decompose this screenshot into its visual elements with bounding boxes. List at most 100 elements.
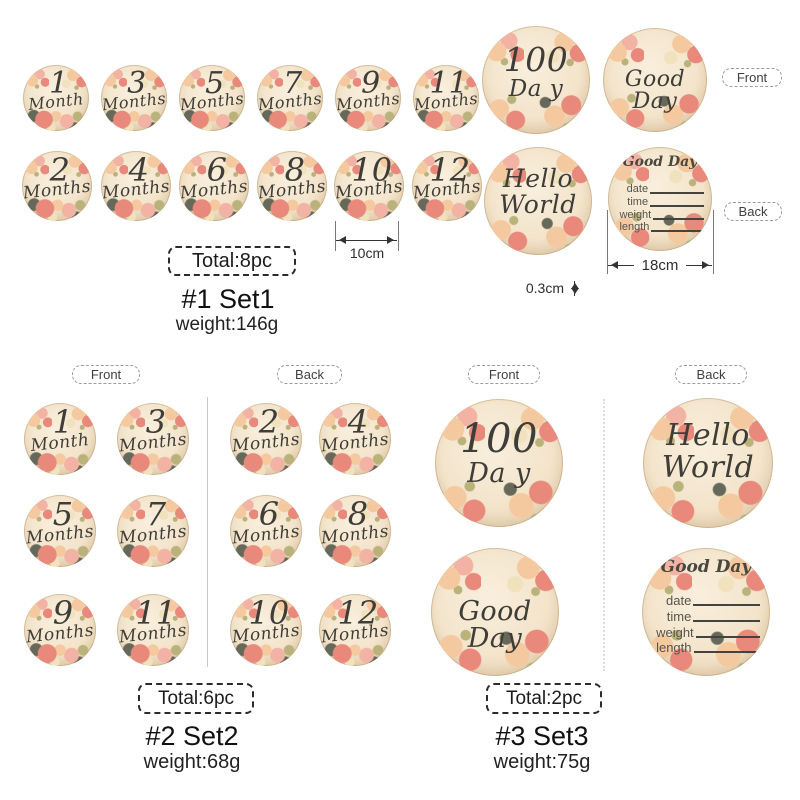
record-field-label: weight bbox=[619, 208, 652, 221]
flower-cluster-icon bbox=[664, 31, 706, 69]
month-disc-6: 6 Months bbox=[179, 151, 249, 221]
measure-thickness-label: 0.3cm bbox=[525, 280, 564, 296]
hundred-day-disc: 100 Da y bbox=[482, 26, 590, 134]
good-day-disc: Good Day bbox=[431, 548, 559, 676]
record-field-line bbox=[653, 217, 704, 220]
measure-tick bbox=[398, 221, 399, 251]
record-title: Good Day bbox=[660, 557, 752, 577]
record-back-disc: Good Day date time weight length bbox=[608, 147, 712, 251]
record-field-line bbox=[693, 651, 760, 654]
flower-cluster-icon bbox=[506, 551, 558, 598]
hello-world-line1: Hello bbox=[502, 164, 574, 193]
month-disc-5: 5 Months bbox=[179, 65, 245, 131]
record-field-label: weight bbox=[656, 624, 694, 640]
measure-18cm-label: 18cm bbox=[634, 257, 686, 274]
disc-number: 8 bbox=[347, 495, 369, 533]
back-label-set1: Back bbox=[724, 202, 782, 221]
record-field-line bbox=[695, 635, 760, 638]
record-field-label: time bbox=[666, 608, 692, 624]
disc-number: 2 bbox=[258, 403, 280, 441]
hello-world-line1: Hello bbox=[666, 418, 750, 453]
month-disc-3: 3 Months bbox=[101, 65, 167, 131]
record-field-line bbox=[693, 604, 760, 607]
measure-arrow-thickness bbox=[570, 281, 579, 296]
set3-title: #3 Set3 bbox=[495, 721, 589, 751]
hello-world-disc: Hello World bbox=[484, 147, 592, 255]
record-fields: date time weight length bbox=[656, 594, 760, 654]
record-field-label: time bbox=[627, 195, 649, 208]
hello-world-line2: World bbox=[499, 190, 577, 219]
record-field-row: time bbox=[619, 195, 704, 208]
disc-number: 6 bbox=[258, 495, 280, 533]
record-field-row: date bbox=[656, 594, 760, 607]
disc-number: 3 bbox=[127, 65, 147, 101]
disc-number: 8 bbox=[284, 151, 305, 189]
record-field-label: length bbox=[656, 640, 692, 656]
record-field-line bbox=[651, 230, 704, 233]
month-disc-11: 11 Months bbox=[413, 65, 479, 131]
front-back-divider-set2 bbox=[207, 397, 208, 667]
hundred-day-line2: Da y bbox=[467, 458, 531, 489]
disc-number: 11 bbox=[429, 65, 468, 101]
record-field-label: length bbox=[619, 221, 650, 234]
disc-number: 2 bbox=[49, 151, 70, 189]
set1-weight: weight:146g bbox=[175, 314, 279, 335]
month-disc-12: 12 Months bbox=[319, 594, 391, 666]
disc-number: 5 bbox=[205, 65, 225, 101]
month-disc-4: 4 Months bbox=[319, 403, 391, 475]
set1-total-badge: Total:8pc bbox=[168, 246, 296, 276]
front-back-divider-set3 bbox=[603, 399, 605, 671]
month-disc-3: 3 Months bbox=[117, 403, 189, 475]
disc-number: 10 bbox=[248, 594, 290, 632]
month-disc-7: 7 Months bbox=[257, 65, 323, 131]
record-field-row: weight bbox=[619, 208, 704, 221]
disc-number: 3 bbox=[145, 403, 167, 441]
back-label-set3: Back bbox=[675, 365, 747, 384]
record-field-line bbox=[650, 204, 704, 207]
month-disc-1: 1 Month bbox=[23, 65, 89, 131]
set2-title: #2 Set2 bbox=[145, 721, 239, 751]
set1-title: #1 Set1 bbox=[181, 284, 275, 314]
disc-number: 10 bbox=[351, 151, 393, 189]
month-disc-12: 12 Months bbox=[412, 151, 482, 221]
month-disc-8: 8 Months bbox=[319, 495, 391, 567]
hello-world-line2: World bbox=[661, 450, 755, 485]
record-field-row: date bbox=[619, 183, 704, 196]
disc-number: 7 bbox=[283, 65, 303, 101]
record-field-row: weight bbox=[656, 624, 760, 640]
disc-number: 7 bbox=[145, 495, 167, 533]
flower-cluster-icon bbox=[606, 32, 644, 67]
record-back-disc: Good Day date time weight length bbox=[642, 548, 770, 676]
set2-total-badge: Total:6pc bbox=[138, 683, 254, 714]
month-disc-2: 2 Months bbox=[230, 403, 302, 475]
month-disc-9: 9 Months bbox=[24, 594, 96, 666]
disc-number: 11 bbox=[135, 594, 177, 632]
measure-10cm-label: 10cm bbox=[349, 245, 385, 261]
month-disc-10: 10 Months bbox=[230, 594, 302, 666]
month-disc-4: 4 Months bbox=[101, 151, 171, 221]
hundred-day-line1: 100 bbox=[503, 40, 569, 79]
front-label-set2: Front bbox=[72, 365, 140, 384]
hello-world-disc: Hello World bbox=[643, 398, 773, 528]
record-field-row: length bbox=[619, 221, 704, 234]
disc-number: 6 bbox=[206, 151, 227, 189]
disc-number: 12 bbox=[429, 151, 471, 189]
set3-weight: weight:75g bbox=[493, 751, 591, 773]
record-field-row: time bbox=[656, 610, 760, 623]
month-disc-7: 7 Months bbox=[117, 495, 189, 567]
month-disc-2: 2 Months bbox=[22, 151, 92, 221]
record-fields: date time weight length bbox=[619, 183, 704, 234]
month-disc-8: 8 Months bbox=[257, 151, 327, 221]
hundred-day-disc: 100 Da y bbox=[435, 399, 563, 527]
record-field-label: date bbox=[626, 183, 649, 196]
record-field-line bbox=[650, 192, 704, 195]
month-disc-5: 5 Months bbox=[24, 495, 96, 567]
front-label-set1: Front bbox=[722, 68, 782, 87]
flower-cluster-icon bbox=[434, 553, 481, 596]
month-disc-11: 11 Months bbox=[117, 594, 189, 666]
month-disc-1: 1 Month bbox=[24, 403, 96, 475]
good-day-text: Good Day bbox=[624, 67, 686, 114]
set3-total-badge: Total:2pc bbox=[486, 683, 602, 714]
month-disc-10: 10 Months bbox=[334, 151, 404, 221]
